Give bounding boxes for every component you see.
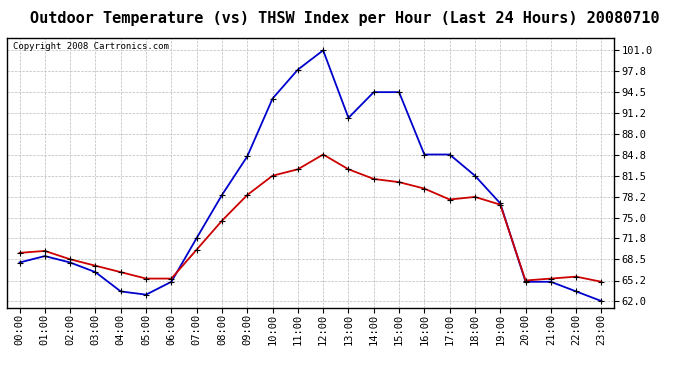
Text: Outdoor Temperature (vs) THSW Index per Hour (Last 24 Hours) 20080710: Outdoor Temperature (vs) THSW Index per … <box>30 11 660 26</box>
Text: Copyright 2008 Cartronics.com: Copyright 2008 Cartronics.com <box>13 42 169 51</box>
